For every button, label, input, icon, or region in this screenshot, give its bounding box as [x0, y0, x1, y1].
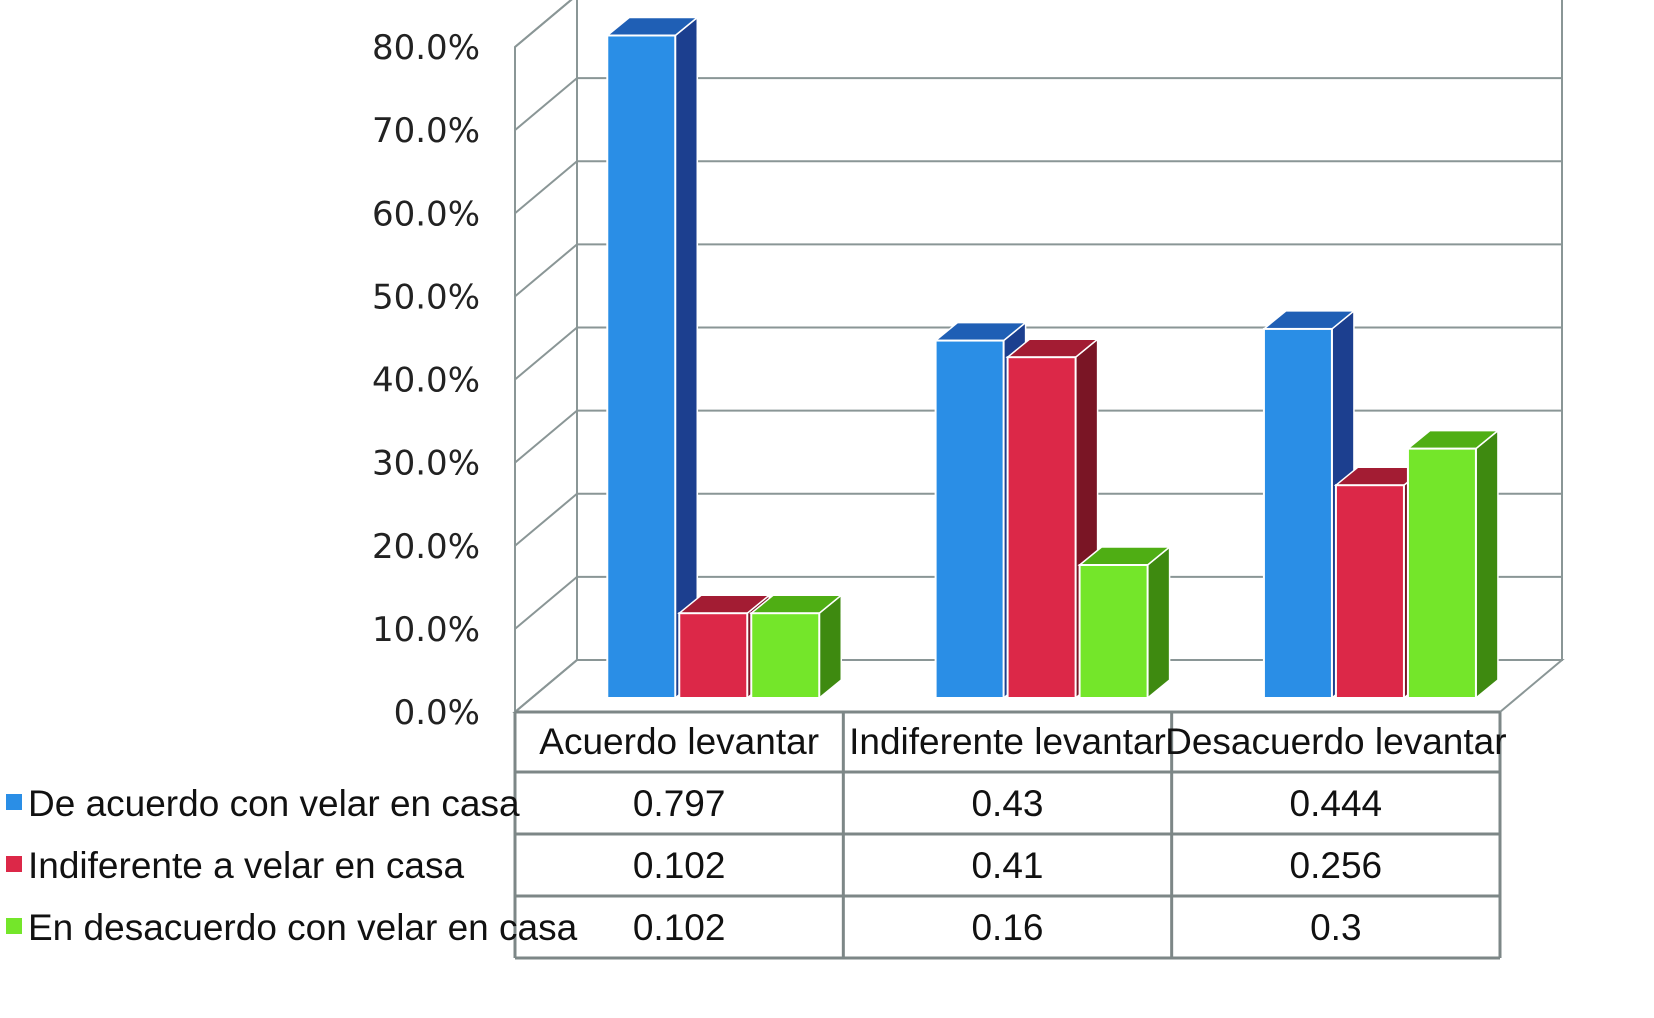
bar — [1078, 564, 1149, 699]
bar — [934, 339, 1005, 699]
bar — [1262, 327, 1333, 699]
bar — [1406, 447, 1477, 699]
table-cell-value: 0.41 — [971, 845, 1043, 886]
bar-side — [1146, 545, 1171, 700]
gridline-side — [514, 160, 578, 215]
table-cell-value: 0.102 — [633, 845, 726, 886]
legend-label: En desacuerdo con velar en casa — [28, 907, 578, 948]
y-tick-label: 0.0% — [394, 693, 480, 733]
gridline-side — [514, 77, 578, 131]
bar — [1334, 484, 1405, 700]
y-tick-label: 20.0% — [372, 527, 480, 567]
x-category-label: Indiferente levantar — [849, 721, 1166, 762]
table-cell-value: 0.797 — [633, 783, 726, 824]
legend-swatch — [6, 794, 22, 810]
table-cell-value: 0.256 — [1290, 845, 1383, 886]
bar — [678, 612, 749, 700]
bars — [605, 15, 1501, 700]
table-cell-value: 0.444 — [1290, 783, 1383, 824]
legend-label: De acuerdo con velar en casa — [28, 783, 520, 824]
bar — [750, 612, 821, 700]
y-axis: 0.0% 10.0% 20.0% 30.0% 40.0% 50.0% 60.0% 70.0% 8… — [372, 28, 480, 733]
x-category-label: Acuerdo levantar — [539, 721, 819, 762]
table-cell-value: 0.43 — [971, 783, 1043, 824]
y-tick-label: 40.0% — [372, 361, 480, 401]
gridline-side — [514, 0, 573, 48]
legend-label: Indiferente a velar en casa — [28, 845, 464, 886]
table-cell-value: 0.16 — [971, 907, 1043, 948]
y-tick-label: 10.0% — [372, 610, 480, 650]
y-tick-label: 80.0% — [372, 28, 480, 68]
bar-side — [1475, 429, 1499, 700]
x-category-label: Desacuerdo levantar — [1165, 721, 1506, 762]
gridline-side — [514, 243, 578, 298]
gridline-side — [514, 492, 578, 547]
y-tick-label: 70.0% — [372, 111, 480, 151]
legend-swatch — [6, 856, 22, 872]
table-cell-value: 0.3 — [1310, 907, 1361, 948]
table-cell-value: 0.102 — [633, 907, 726, 948]
gridline-side — [514, 326, 578, 381]
legend-swatch — [6, 918, 22, 934]
y-tick-label: 60.0% — [372, 194, 480, 234]
legend: De acuerdo con velar en casa Indiferente … — [6, 783, 578, 948]
bar-side — [674, 15, 699, 700]
y-tick-label: 50.0% — [372, 277, 480, 317]
gridline-side — [514, 659, 578, 713]
gridline-side — [514, 409, 578, 464]
data-table: Acuerdo levantar Indiferente levantar Desa… — [513, 710, 1507, 960]
bar — [606, 34, 677, 699]
bar — [1006, 356, 1077, 699]
y-tick-label: 30.0% — [372, 444, 480, 484]
left-wall — [514, 0, 578, 715]
gridline-side — [514, 576, 578, 630]
